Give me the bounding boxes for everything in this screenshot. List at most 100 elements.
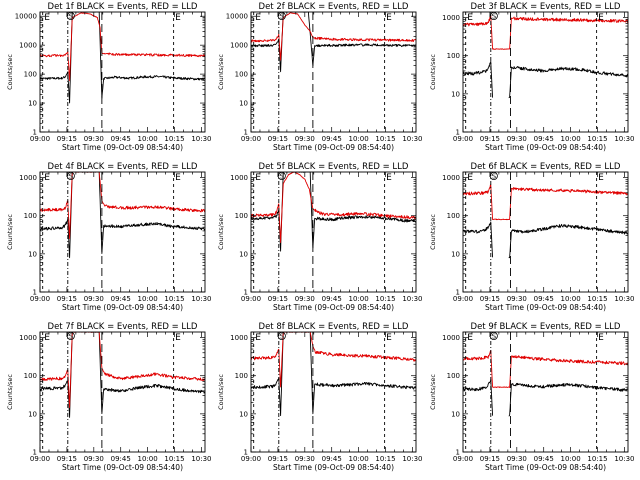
event-marker-label: E <box>175 13 181 23</box>
x-tick-label: 09:45 <box>534 455 554 463</box>
events-series-line <box>40 332 205 418</box>
panel-title: Det 7f BLACK = Events, RED = LLD <box>48 322 198 332</box>
y-axis-label: Counts/sec <box>6 214 14 250</box>
x-tick-label: 09:15 <box>480 135 500 143</box>
x-tick-label: 09:00 <box>30 295 50 303</box>
y-tick-label: 100 <box>447 212 460 220</box>
panel-title: Det 9f BLACK = Events, RED = LLD <box>471 322 621 332</box>
axes-frame <box>462 331 629 453</box>
x-axis-label: Start Time (09-Oct-09 08:54:40) <box>485 303 606 312</box>
x-tick-label: 10:00 <box>561 455 581 463</box>
y-tick-label: 1 <box>33 129 37 137</box>
y-tick-label: 1 <box>456 449 460 457</box>
y-axis-label: Counts/sec <box>6 54 14 90</box>
y-tick-label: 10 <box>239 410 248 418</box>
lld-series-line <box>251 12 416 61</box>
x-axis-label: Start Time (09-Oct-09 08:54:40) <box>62 303 183 312</box>
event-marker-label: E <box>386 13 392 23</box>
y-tick-label: 100 <box>24 212 37 220</box>
y-tick-label: 1 <box>33 449 37 457</box>
x-tick-label: 09:45 <box>111 455 131 463</box>
event-marker-label: E <box>467 173 473 183</box>
x-tick-label: 10:00 <box>349 295 369 303</box>
plot-area <box>251 332 416 417</box>
panel-title: Det 4f BLACK = Events, RED = LLD <box>48 162 198 172</box>
x-tick-label: 09:00 <box>241 295 261 303</box>
y-tick-label: 1000 <box>230 174 248 182</box>
panel-title: Det 1f BLACK = Events, RED = LLD <box>48 2 198 12</box>
y-tick-label: 10000 <box>226 13 248 21</box>
lld-series-line <box>463 350 628 388</box>
events-series-line <box>40 172 205 259</box>
x-tick-label: 10:15 <box>375 135 395 143</box>
lld-series-line <box>463 184 628 221</box>
event-marker-label: E <box>598 173 604 183</box>
x-tick-label: 09:30 <box>84 455 104 463</box>
x-tick-label: 10:15 <box>587 295 607 303</box>
y-tick-label: 1000 <box>19 42 37 50</box>
lld-series-line <box>40 332 205 408</box>
y-tick-label: 100 <box>235 372 248 380</box>
panel-title: Det 3f BLACK = Events, RED = LLD <box>471 2 621 12</box>
y-tick-label: 10 <box>28 250 37 258</box>
event-marker-label: S <box>280 333 285 341</box>
axes-frame <box>250 331 417 453</box>
x-tick-label: 10:30 <box>191 295 211 303</box>
event-marker-label: E <box>386 333 392 343</box>
x-axis-label: Start Time (09-Oct-09 08:54:40) <box>62 463 183 472</box>
x-tick-label: 09:45 <box>534 135 554 143</box>
x-tick-label: 09:30 <box>84 135 104 143</box>
x-axis-label: Start Time (09-Oct-09 08:54:40) <box>485 143 606 152</box>
plot-area <box>40 12 205 104</box>
x-tick-label: 09:00 <box>453 135 473 143</box>
y-tick-label: 10 <box>451 90 460 98</box>
y-tick-label: 1 <box>244 449 248 457</box>
event-marker-label: S <box>492 13 497 21</box>
x-tick-label: 09:15 <box>480 455 500 463</box>
event-marker-label: E <box>598 13 604 23</box>
x-tick-label: 09:15 <box>57 295 77 303</box>
lld-series-line <box>251 172 416 243</box>
y-tick-label: 100 <box>24 372 37 380</box>
x-tick-label: 10:15 <box>587 455 607 463</box>
y-tick-label: 1000 <box>19 334 37 342</box>
event-marker-label: E <box>44 173 50 183</box>
x-tick-label: 09:30 <box>507 135 527 143</box>
x-tick-label: 09:00 <box>30 135 50 143</box>
y-tick-label: 1000 <box>442 174 460 182</box>
x-tick-label: 09:30 <box>295 295 315 303</box>
y-tick-label: 1 <box>456 129 460 137</box>
axes-frame <box>250 11 417 133</box>
event-marker-label: S <box>280 13 285 21</box>
y-tick-label: 1000 <box>442 14 460 22</box>
axes-frame <box>39 331 206 453</box>
x-tick-label: 10:30 <box>614 455 634 463</box>
x-tick-label: 09:30 <box>507 295 527 303</box>
y-tick-label: 10000 <box>15 13 37 21</box>
plot-area <box>40 332 205 418</box>
x-tick-label: 09:15 <box>268 455 288 463</box>
x-tick-label: 10:15 <box>164 135 184 143</box>
x-tick-label: 10:00 <box>561 135 581 143</box>
events-series-line <box>508 382 628 417</box>
y-axis-label: Counts/sec <box>217 54 225 90</box>
y-tick-label: 1000 <box>230 334 248 342</box>
event-marker-label: E <box>175 173 181 183</box>
y-tick-label: 100 <box>24 71 37 79</box>
event-marker-label: E <box>255 173 261 183</box>
y-tick-label: 1000 <box>442 334 460 342</box>
axes-frame <box>39 11 206 133</box>
y-axis-label: Counts/sec <box>429 214 437 250</box>
x-tick-label: 09:00 <box>453 455 473 463</box>
axes-frame <box>462 11 629 133</box>
y-tick-label: 1 <box>33 289 37 297</box>
panel-title: Det 8f BLACK = Events, RED = LLD <box>259 322 409 332</box>
x-axis-label: Start Time (09-Oct-09 08:54:40) <box>485 463 606 472</box>
x-tick-label: 09:30 <box>295 455 315 463</box>
y-tick-label: 1 <box>456 289 460 297</box>
y-tick-label: 100 <box>447 372 460 380</box>
